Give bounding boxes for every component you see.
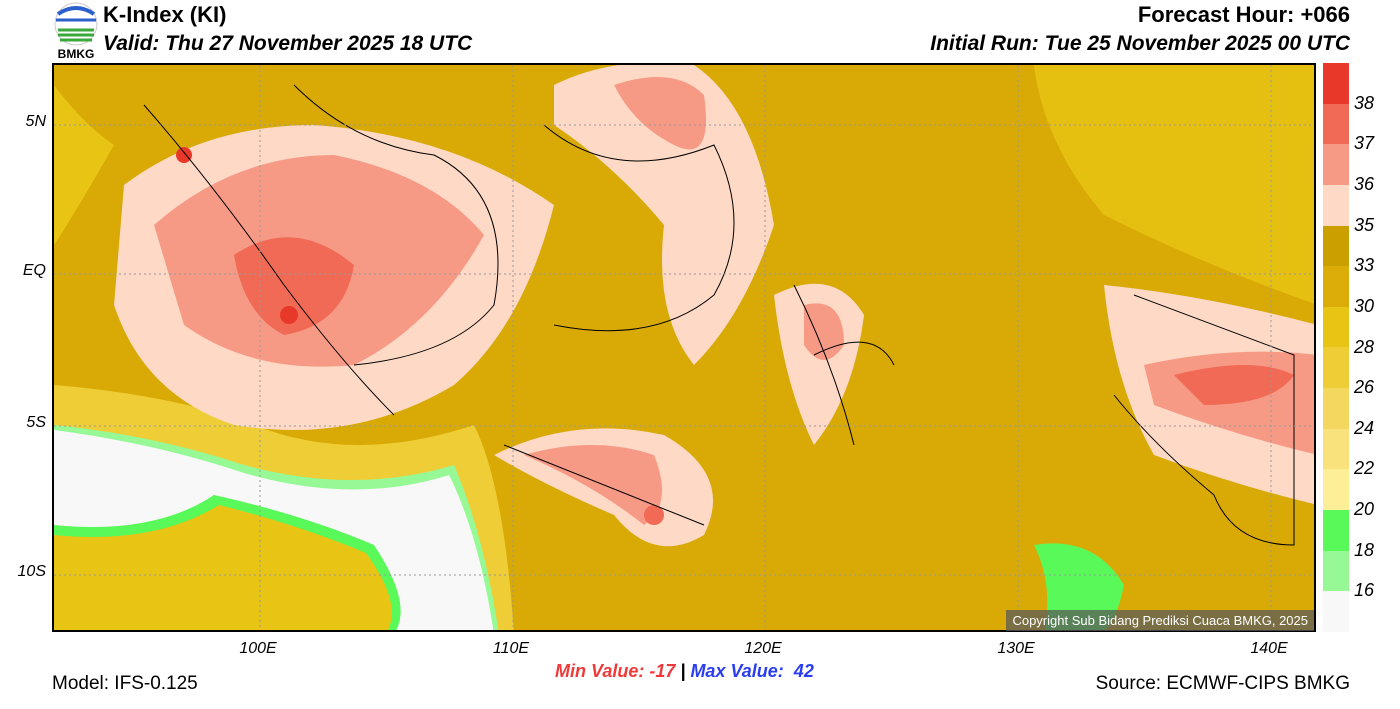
colorbar-swatch <box>1323 144 1349 185</box>
colorbar-swatch <box>1323 388 1349 429</box>
colorbar-label: 35 <box>1354 214 1375 235</box>
k-index-map <box>52 63 1316 632</box>
map-title: K-Index (KI) <box>103 2 227 27</box>
colorbar-label: 20 <box>1354 499 1375 520</box>
colorbar-label: 36 <box>1354 173 1375 194</box>
colorbar <box>1323 63 1349 632</box>
colorbar-label: 16 <box>1354 580 1375 601</box>
colorbar-label: 37 <box>1354 133 1375 154</box>
lat-label: 5S <box>26 414 46 431</box>
colorbar-swatch <box>1323 306 1349 348</box>
colorbar-swatch <box>1323 591 1349 632</box>
colorbar-swatch <box>1323 347 1349 389</box>
colorbar-swatch <box>1323 184 1349 226</box>
colorbar-swatch <box>1323 103 1349 145</box>
initial-run: Initial Run: Tue 25 November 2025 00 UTC <box>930 32 1350 55</box>
colorbar-swatch <box>1323 550 1349 592</box>
colorbar-label: 28 <box>1354 336 1375 357</box>
lat-label: 5N <box>25 113 46 130</box>
colorbar-swatch <box>1323 469 1349 511</box>
copyright-notice: Copyright Sub Bidang Prediksi Cuaca BMKG… <box>1006 610 1314 631</box>
valid-time: Valid: Thu 27 November 2025 18 UTC <box>103 32 473 55</box>
colorbar-swatch <box>1323 428 1349 470</box>
colorbar-label: 18 <box>1354 539 1375 560</box>
min-value: Min Value: -17 <box>555 661 676 681</box>
forecast-hour: Forecast Hour: +066 <box>1137 2 1350 27</box>
lon-label: 100E <box>239 640 277 657</box>
lon-label: 130E <box>997 640 1035 657</box>
lon-label: 120E <box>744 640 782 657</box>
colorbar-swatch <box>1323 63 1349 104</box>
lon-label: 110E <box>492 640 530 657</box>
colorbar-swatch <box>1323 510 1349 551</box>
min-max-values: Min Value: -17 | Max Value: 42 <box>555 661 814 682</box>
colorbar-label: 33 <box>1354 255 1375 276</box>
colorbar-swatch <box>1323 225 1349 267</box>
lat-label: EQ <box>22 262 46 279</box>
colorbar-label: 24 <box>1354 417 1375 438</box>
bmkg-logo: BMKG <box>52 2 100 61</box>
colorbar-swatch <box>1323 266 1349 307</box>
lon-label: 140E <box>1250 640 1288 657</box>
source-label: Source: ECMWF-CIPS BMKG <box>1095 673 1350 694</box>
colorbar-label: 38 <box>1354 92 1375 113</box>
lat-label: 10S <box>17 563 46 580</box>
svg-text:BMKG: BMKG <box>58 47 95 60</box>
colorbar-label: 26 <box>1354 377 1375 398</box>
model-label: Model: IFS-0.125 <box>52 673 198 694</box>
colorbar-label: 30 <box>1354 295 1375 316</box>
separator: | <box>680 661 686 681</box>
colorbar-label: 22 <box>1354 458 1375 479</box>
max-value: Max Value: 42 <box>690 661 814 681</box>
